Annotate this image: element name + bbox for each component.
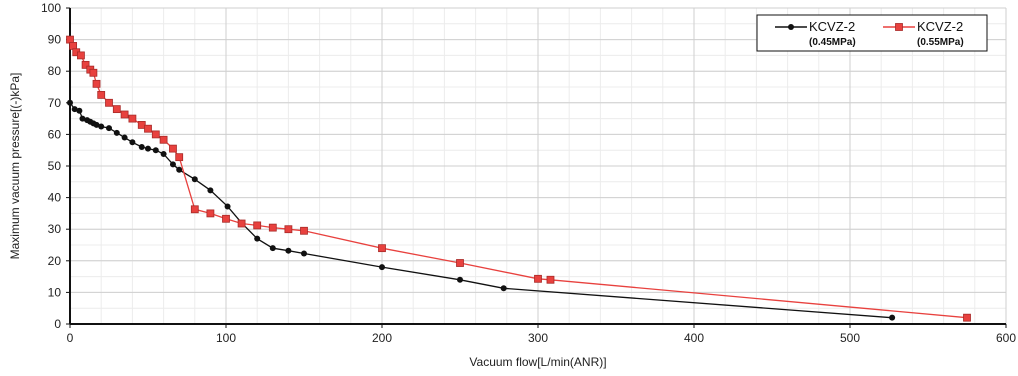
- legend-marker: [788, 24, 794, 30]
- data-point: [98, 123, 105, 130]
- data-point: [105, 98, 113, 107]
- tick-labels: 0 100 200 300 400 500 600 0 10 20 30 40 50 60 70 80 90 10…: [41, 1, 1016, 345]
- data-point: [175, 153, 184, 162]
- y-axis-label: Maximum vacuum pressure[(-)kPa]: [8, 73, 22, 260]
- data-point: [254, 235, 261, 242]
- data-point: [379, 264, 385, 271]
- data-point: [176, 166, 183, 173]
- data-point: [77, 51, 85, 60]
- data-point: [71, 106, 78, 113]
- y-tick-label: 40: [48, 191, 62, 205]
- data-point: [457, 276, 463, 283]
- data-point: [378, 244, 386, 253]
- legend-series-name: KCVZ-2: [809, 19, 855, 34]
- data-point: [93, 121, 100, 128]
- data-point: [129, 139, 136, 146]
- y-tick-label: 70: [48, 96, 62, 110]
- legend-marker: [895, 23, 903, 31]
- y-tick-label: 50: [48, 159, 62, 173]
- data-point: [169, 161, 176, 168]
- data-point: [456, 259, 464, 267]
- data-point: [67, 99, 73, 106]
- data-point: [151, 130, 160, 139]
- x-tick-label: 400: [684, 331, 704, 345]
- x-tick-label: 500: [840, 331, 860, 345]
- series-line: [69, 39, 968, 319]
- data-point: [169, 144, 177, 153]
- data-point: [546, 275, 555, 284]
- y-tick-label: 10: [48, 285, 62, 299]
- legend: KCVZ-2 (0.45MPa) KCVZ-2 (0.55MPa): [756, 14, 988, 52]
- y-tick-label: 0: [54, 317, 61, 331]
- data-point: [500, 285, 507, 292]
- data-point: [284, 225, 293, 234]
- y-tick-label: 20: [48, 254, 62, 268]
- data-point: [144, 124, 152, 133]
- data-point: [207, 187, 214, 194]
- x-tick-label: 600: [996, 331, 1016, 345]
- x-tick-label: 0: [67, 331, 74, 345]
- data-point: [224, 203, 231, 210]
- data-point: [120, 110, 129, 119]
- data-point: [268, 223, 277, 232]
- data-point: [89, 68, 98, 77]
- data-point: [113, 129, 120, 136]
- legend-entry-2: KCVZ-2 (0.55MPa): [883, 19, 964, 48]
- legend-series-subtitle: (0.55MPa): [917, 37, 964, 48]
- data-point: [190, 205, 199, 214]
- y-tick-label: 90: [48, 33, 62, 47]
- x-tick-label: 200: [372, 331, 392, 345]
- data-point: [534, 274, 542, 283]
- legend-series-name: KCVZ-2: [917, 19, 963, 34]
- data-point: [300, 226, 308, 235]
- legend-entry-1: KCVZ-2 (0.45MPa): [775, 19, 856, 48]
- axes: [66, 7, 1007, 328]
- y-tick-label: 60: [48, 127, 62, 141]
- grid: [69, 7, 1007, 325]
- x-tick-label: 100: [216, 331, 236, 345]
- data-point: [112, 105, 121, 114]
- data-point: [889, 314, 896, 321]
- data-point: [237, 219, 246, 228]
- data-point: [191, 176, 198, 183]
- y-tick-label: 100: [41, 1, 61, 15]
- data-point: [138, 144, 145, 151]
- data-point: [222, 214, 230, 223]
- data-point: [79, 115, 86, 122]
- series: [66, 35, 971, 322]
- data-point: [106, 125, 112, 132]
- y-tick-label: 30: [48, 222, 62, 236]
- data-point: [128, 114, 137, 123]
- data-point: [160, 150, 167, 157]
- data-point: [285, 247, 292, 254]
- data-point: [301, 250, 307, 257]
- data-point: [963, 313, 971, 322]
- data-point: [269, 245, 276, 252]
- data-point: [152, 147, 159, 154]
- data-point: [121, 134, 128, 141]
- data-point: [253, 221, 262, 230]
- data-point: [76, 107, 83, 114]
- data-point: [145, 145, 151, 152]
- x-axis-label: Vacuum flow[L/min(ANR)]: [469, 355, 606, 369]
- data-point: [81, 60, 90, 69]
- legend-series-subtitle: (0.45MPa): [809, 37, 856, 48]
- series-2: [66, 35, 971, 322]
- data-point: [159, 135, 168, 144]
- data-point: [97, 91, 106, 99]
- y-tick-label: 80: [48, 64, 62, 78]
- legend-box: [756, 14, 988, 52]
- data-point: [206, 209, 215, 218]
- x-tick-label: 300: [528, 331, 548, 345]
- data-point: [92, 79, 101, 88]
- series-1: [67, 99, 896, 321]
